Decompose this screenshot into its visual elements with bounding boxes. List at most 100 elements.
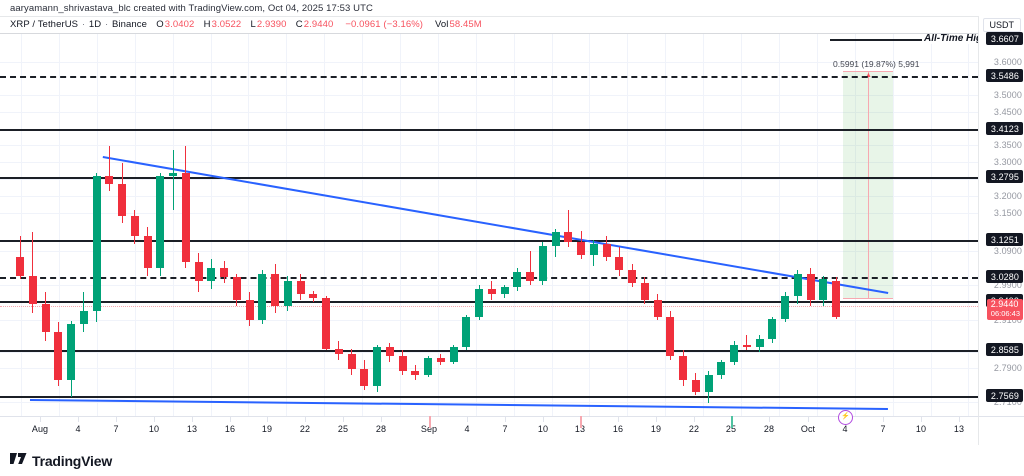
candlestick-body [334, 348, 343, 355]
candlestick [424, 34, 432, 416]
candlestick [538, 34, 547, 416]
grid-line-vertical [665, 34, 666, 416]
time-axis-tick [305, 417, 306, 422]
legend-divider [0, 33, 1024, 34]
candlestick-body [487, 288, 496, 295]
legend-change: −0.0961 (−3.16%) [345, 19, 424, 30]
candlestick-body [424, 357, 432, 375]
grid-line-horizontal [0, 320, 978, 321]
time-axis-label: 7 [502, 424, 508, 434]
candlestick-body [449, 346, 458, 362]
grid-line-horizontal [0, 251, 978, 252]
price-tick-label: 3.5000 [993, 90, 1022, 100]
price-level-label[interactable]: 2.7569 [985, 389, 1023, 402]
candlestick-body [577, 241, 585, 255]
candlestick [258, 34, 267, 416]
candlestick-body [105, 176, 114, 184]
price-level-label[interactable]: 3.5486 [985, 69, 1023, 82]
legend-interval[interactable]: 1D [88, 19, 102, 30]
legend-sep-2: · [104, 19, 109, 30]
time-axis-label: 25 [337, 424, 349, 434]
time-axis-label: 16 [612, 424, 624, 434]
candlestick-body [704, 374, 713, 392]
price-level-label[interactable]: 2.8585 [985, 343, 1023, 356]
price-level-label[interactable]: 3.2795 [985, 170, 1023, 183]
grid-line-horizontal [0, 368, 978, 369]
time-axis[interactable]: Aug 4 7 10 13 16 19 22 25 28 Sep 4 7 10 13 16 19 22 25 28 Oc… [0, 416, 978, 445]
candlestick [781, 34, 789, 416]
price-tick-label: 3.6000 [993, 57, 1022, 67]
level-line-all-time-high [830, 39, 978, 41]
candlestick [232, 34, 241, 416]
time-axis-tick [694, 417, 695, 422]
time-axis-label: 22 [688, 424, 700, 434]
candlestick [475, 34, 483, 416]
candlestick [105, 34, 114, 416]
candlestick-body [755, 339, 764, 347]
level-line-dashed [0, 76, 978, 78]
candlestick-body [169, 172, 177, 177]
time-axis-label: 19 [650, 424, 662, 434]
candlestick-body [768, 318, 777, 340]
last-price-label[interactable]: 2.9440 06:06:43 [986, 299, 1023, 321]
time-axis-corner [978, 416, 1024, 445]
candlestick-body [832, 281, 840, 318]
grid-line-horizontal [0, 145, 978, 146]
last-price-value: 2.9440 [990, 299, 1019, 309]
grid-line-vertical [400, 34, 401, 416]
candlestick-body [436, 357, 445, 362]
price-tick-label: 3.4500 [993, 107, 1022, 117]
time-axis-tick [267, 417, 268, 422]
time-axis-label: 16 [224, 424, 236, 434]
time-axis-label: Sep [420, 424, 438, 434]
candlestick [28, 34, 37, 416]
chart-pane[interactable]: 0.5991 (19.87%) 5,991 ▲ All-Time High [0, 34, 978, 416]
price-level-label[interactable]: 3.4123 [985, 122, 1023, 135]
grid-line-horizontal [0, 62, 978, 63]
candlestick-wick [567, 210, 569, 248]
time-axis-label: 28 [763, 424, 775, 434]
price-level-label[interactable]: 3.1251 [985, 233, 1023, 246]
level-line-solid [0, 396, 978, 398]
attribution-text: aaryamann_shrivastava_blc created with T… [10, 3, 374, 14]
grid-line-horizontal [0, 352, 978, 353]
candlestick [411, 34, 420, 416]
candlestick-body [41, 303, 50, 332]
candlestick-body [385, 346, 394, 357]
chart-legend[interactable]: XRP / TetherUS · 1D · Binance O3.0402 H3… [10, 19, 483, 30]
legend-exchange[interactable]: Binance [112, 19, 148, 30]
time-axis-tick [959, 417, 960, 422]
time-axis-label: 4 [842, 424, 848, 434]
price-tick-label: 3.2000 [993, 191, 1022, 201]
price-level-label[interactable]: 3.0280 [985, 270, 1023, 283]
legend-sep-1: · [81, 19, 86, 30]
candlestick-body [806, 273, 815, 300]
candlestick-body [92, 176, 101, 312]
candlestick-body [666, 316, 675, 357]
grid-line-vertical [741, 34, 742, 416]
candlestick-body [296, 281, 305, 295]
grid-line-horizontal [0, 213, 978, 214]
candlestick-body [347, 354, 356, 370]
grid-line-vertical [893, 34, 894, 416]
time-axis-label: Oct [800, 424, 816, 434]
candlestick-body [143, 236, 152, 269]
level-line-solid [0, 350, 978, 352]
legend-symbol[interactable]: XRP / TetherUS [10, 19, 79, 30]
time-axis-label: 22 [299, 424, 311, 434]
price-tick-label: 3.3000 [993, 157, 1022, 167]
candlestick-body [54, 331, 63, 381]
level-line-dashed [0, 277, 978, 279]
grid-line-vertical [476, 34, 477, 416]
candlestick [640, 34, 649, 416]
level-line-solid [0, 301, 978, 303]
price-level-label[interactable]: 3.6607 [985, 32, 1023, 45]
time-axis-label: 10 [148, 424, 160, 434]
price-axis[interactable]: USDT 3.60003.50003.45003.35003.30003.250… [978, 16, 1024, 416]
lightning-bolt-icon[interactable]: ⚡ [838, 410, 853, 425]
price-tick-label: 2.9900 [993, 280, 1022, 290]
candlestick [79, 34, 88, 416]
candlestick [130, 34, 139, 416]
grid-line-vertical [59, 34, 60, 416]
candlestick-body [16, 256, 24, 276]
